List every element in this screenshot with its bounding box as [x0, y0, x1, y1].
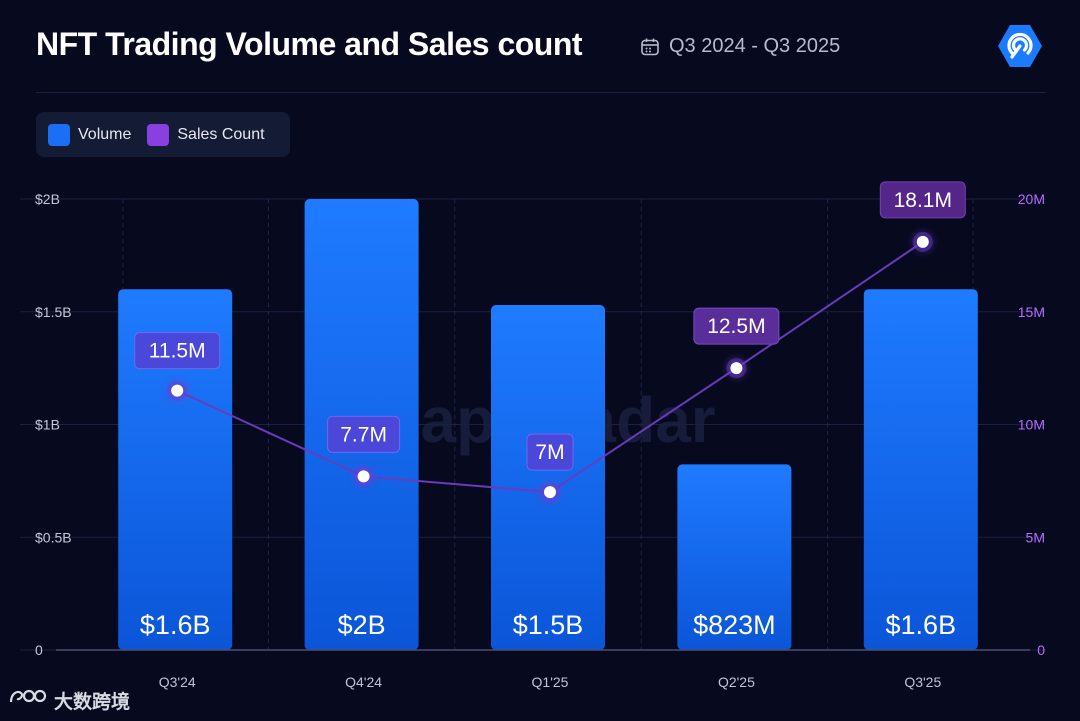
sales-point	[916, 235, 929, 248]
x-tick-label: Q3'25	[904, 674, 941, 690]
watermark-text: 大数跨境	[54, 691, 131, 713]
date-range: Q3 2024 - Q3 2025	[640, 35, 840, 58]
volume-swatch	[48, 123, 70, 146]
sales-point	[730, 362, 743, 375]
sales-label-box	[134, 332, 221, 370]
sales-label-box	[526, 433, 574, 471]
bar-volume	[118, 289, 233, 650]
bar-value-label: $1.6B	[886, 610, 957, 640]
y-right-tick-label: 0	[1037, 642, 1045, 658]
y-right-tick-label: 15M	[1018, 304, 1045, 320]
chart-header: NFT Trading Volume and Sales count Q3 20…	[0, 0, 1080, 92]
y-right-tick-label: 20M	[1018, 191, 1045, 207]
x-tick-label: Q3'24	[159, 674, 196, 690]
sales-label-box	[693, 307, 780, 345]
sales-value-label: 11.5M	[149, 340, 206, 363]
sales-swatch	[147, 123, 170, 146]
header-divider	[36, 92, 1046, 93]
bar-volume	[677, 464, 792, 650]
sales-value-label: 18.1M	[894, 189, 952, 212]
sales-point	[544, 486, 556, 499]
legend-item-volume: Volume	[48, 123, 132, 146]
bar-value-label: $1.5B	[513, 610, 584, 640]
watermark: 大数跨境	[8, 686, 130, 714]
y-right-tick-label: 10M	[1018, 417, 1045, 433]
sales-value-label: 12.5M	[707, 315, 765, 338]
bar-value-label: $823M	[693, 610, 776, 640]
sales-label-box	[327, 415, 401, 453]
bar-volume	[863, 289, 978, 650]
y-left-tick-label: $1B	[35, 417, 60, 433]
x-tick-label: Q4'24	[345, 674, 382, 690]
dappradar-logo-icon	[998, 25, 1042, 67]
watermark-logo-icon	[9, 689, 47, 703]
sales-point	[357, 470, 370, 483]
y-left-tick-label: $0.5B	[35, 529, 72, 545]
x-tick-label: Q2'25	[718, 674, 755, 690]
sales-point	[171, 384, 184, 397]
y-left-tick-label: $2B	[35, 191, 60, 207]
bar-volume	[491, 304, 605, 650]
legend-item-sales: Sales Count	[147, 123, 265, 146]
calendar-icon	[641, 38, 659, 55]
page-title: NFT Trading Volume and Sales count	[36, 26, 583, 62]
chart-legend: Volume Sales Count	[36, 112, 290, 157]
sales-value-label: 7M	[535, 441, 564, 464]
y-left-tick-label: 0	[35, 642, 43, 658]
legend-volume-label: Volume	[78, 125, 132, 143]
legend-sales-label: Sales Count	[177, 125, 265, 143]
x-tick-label: Q1'25	[532, 674, 569, 690]
bar-value-label: $1.6B	[140, 610, 211, 640]
bar-value-label: $2B	[338, 610, 386, 640]
date-range-text: Q3 2024 - Q3 2025	[669, 35, 841, 57]
sales-value-label: 7.7M	[340, 423, 387, 446]
y-right-tick-label: 5M	[1026, 529, 1045, 545]
y-left-tick-label: $1.5B	[35, 304, 72, 320]
sales-label-box	[879, 181, 966, 219]
